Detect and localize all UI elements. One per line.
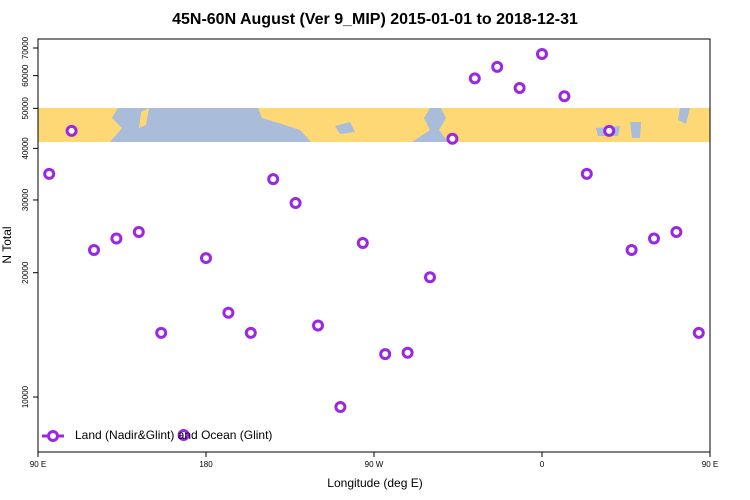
legend-marker [47,430,59,442]
y-tick-label: 50000 [21,97,30,120]
data-point [132,225,145,238]
data-point [334,400,347,413]
data-point [177,429,190,442]
data-point [65,124,78,137]
legend-label: Land (Nadir&Glint) and Ocean (Glint) [75,428,272,442]
y-tick-label: 10000 [21,385,30,408]
x-tick-label: 90 E [702,460,718,469]
y-tick-label: 30000 [21,188,30,211]
data-point [580,167,593,180]
data-point [491,60,504,73]
data-point [401,346,414,359]
x-tick-label: 90 E [30,460,46,469]
data-point [379,348,392,361]
data-point [222,306,235,319]
y-tick-label: 60000 [21,64,30,87]
x-tick-label: 90 W [365,460,384,469]
chart-title: 45N-60N August (Ver 9_MIP) 2015-01-01 to… [172,11,578,28]
data-point [536,47,548,60]
data-point [200,252,212,265]
data-point [558,90,571,103]
data-point [267,173,280,186]
data-point [424,271,436,284]
data-point [670,225,683,238]
y-axis-label: N Total [0,226,14,263]
x-tick-label: 0 [540,460,545,469]
data-point [110,232,123,245]
data-point [244,326,257,339]
data-point [468,72,481,85]
data-point [603,124,616,137]
data-point [356,237,369,250]
data-point [43,167,56,180]
data-point [513,82,526,95]
data-point [692,326,705,339]
y-tick-label: 40000 [21,137,30,160]
data-point [312,319,324,332]
map-band [38,108,710,142]
data-point [155,326,168,339]
data-point [289,196,302,209]
y-tick-label: 20000 [21,261,30,284]
y-tick-label: 70000 [21,36,30,59]
data-point [88,243,100,256]
data-point [648,232,660,245]
data-point [446,132,459,145]
data-point [625,243,638,256]
x-axis-label: Longitude (deg E) [327,476,422,490]
x-tick-label: 180 [199,460,213,469]
plot-frame [37,38,711,453]
